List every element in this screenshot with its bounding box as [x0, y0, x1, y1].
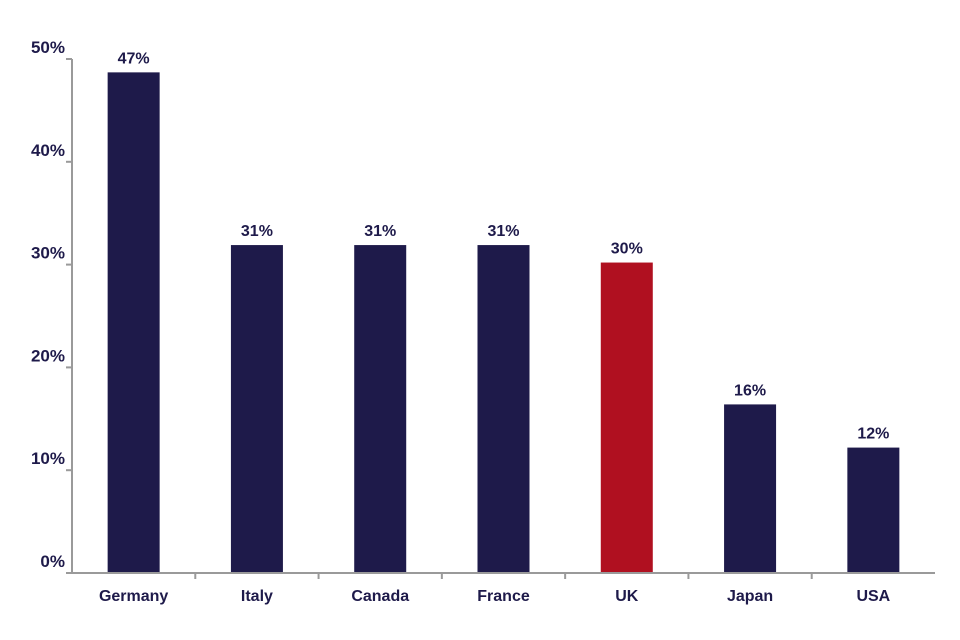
data-label: 12%: [857, 426, 889, 443]
y-tick-label: 50%: [31, 38, 65, 57]
x-tick-label: Italy: [241, 588, 273, 605]
bar-germany: [107, 72, 160, 573]
bars: 47% 31% 31% 31% 30% 16% 12%: [107, 50, 900, 573]
bar-usa: [847, 447, 900, 573]
y-tick-label: 10%: [31, 449, 65, 468]
x-tick-label: Germany: [99, 588, 168, 605]
bar-canada: [354, 245, 407, 573]
x-tick-label: UK: [615, 588, 639, 605]
data-label: 31%: [364, 223, 396, 240]
bar-uk: [600, 262, 653, 573]
data-label: 47%: [118, 50, 150, 67]
y-axis-ticks: 0% 10% 20% 30% 40% 50%: [31, 38, 73, 574]
x-tick-label: France: [477, 588, 530, 605]
y-tick-label: 30%: [31, 244, 65, 263]
data-label: 30%: [611, 241, 643, 258]
y-tick-label: 40%: [31, 141, 65, 160]
data-label: 31%: [241, 223, 273, 240]
bar-france: [477, 245, 530, 573]
x-axis: Germany Italy Canada France UK Japan USA: [72, 572, 935, 605]
x-tick-label: Canada: [351, 588, 409, 605]
bar-japan: [724, 404, 777, 573]
y-tick-label: 20%: [31, 346, 65, 365]
x-tick-label: Japan: [727, 588, 773, 605]
data-label: 31%: [487, 223, 519, 240]
bar-italy: [230, 245, 283, 573]
x-tick-label: USA: [856, 588, 890, 605]
data-label: 16%: [734, 382, 766, 399]
y-tick-label: 0%: [40, 552, 65, 571]
